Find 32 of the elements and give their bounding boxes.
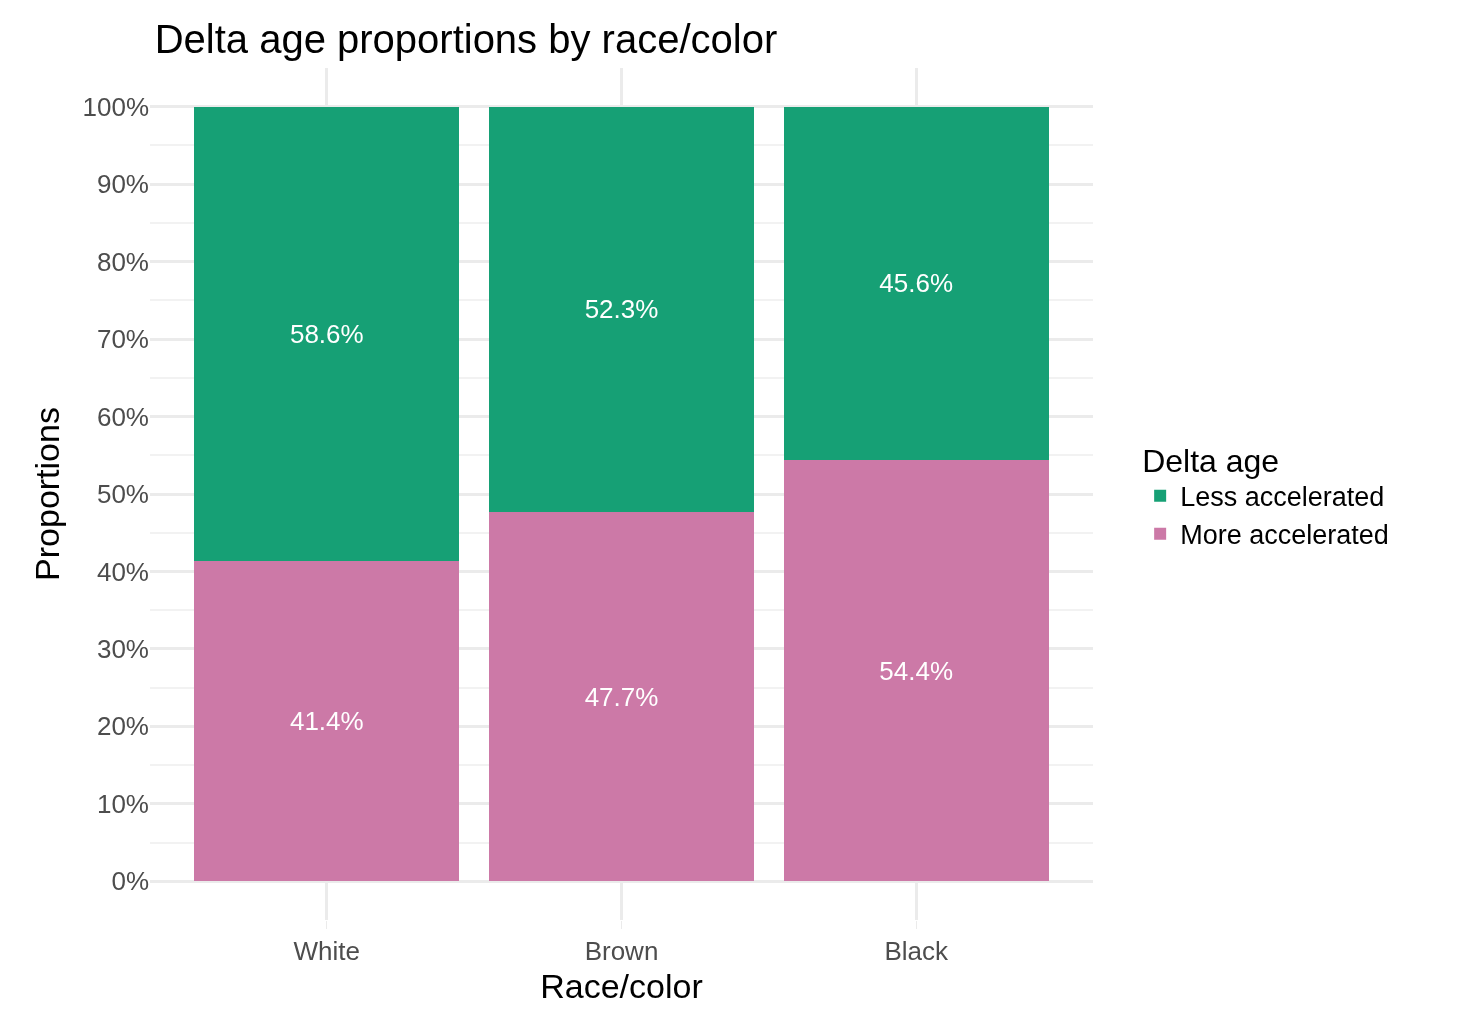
- data-label: 54.4%: [879, 655, 954, 686]
- data-label: 52.3%: [584, 294, 659, 325]
- y-tick-label: 0%: [111, 866, 149, 897]
- y-tick-label: 20%: [96, 711, 149, 742]
- bar: [488, 511, 755, 882]
- data-label: 41.4%: [289, 705, 364, 736]
- y-tick-label: 90%: [96, 169, 149, 200]
- legend-label: Less accelerated: [1180, 482, 1385, 513]
- data-label: 47.7%: [584, 681, 659, 712]
- data-label: 58.6%: [289, 318, 364, 349]
- y-tick-label: 80%: [96, 246, 149, 277]
- legend-title: Delta age: [1142, 442, 1280, 479]
- bar: [783, 106, 1049, 460]
- x-tick-label: Brown: [584, 936, 659, 967]
- data-label: 45.6%: [879, 268, 954, 299]
- y-tick-label: 100%: [82, 91, 149, 122]
- y-tick-label: 30%: [96, 634, 149, 665]
- y-tick-label: 40%: [96, 556, 149, 587]
- legend-label: More accelerated: [1180, 520, 1389, 551]
- bar: [194, 560, 460, 882]
- bar: [488, 106, 755, 512]
- bar: [194, 106, 460, 561]
- y-tick-label: 60%: [96, 401, 149, 432]
- x-tick-label: Black: [884, 936, 949, 967]
- y-tick-label: 70%: [96, 324, 149, 355]
- y-tick-label: 10%: [96, 788, 149, 819]
- y-axis-title: Proportions: [28, 407, 67, 581]
- y-tick-label: 50%: [96, 479, 149, 510]
- x-tick-label: White: [293, 936, 361, 967]
- chart-title: Delta age proportions by race/color: [154, 17, 778, 62]
- x-axis-title: Race/color: [540, 966, 703, 1005]
- bar: [783, 459, 1049, 882]
